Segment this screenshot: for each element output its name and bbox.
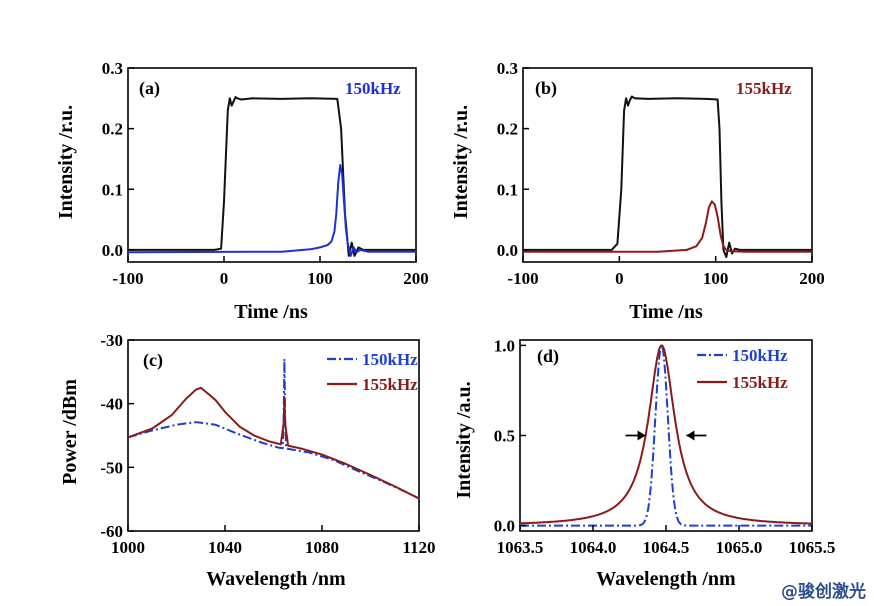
y-tick-label-b: 0.2 — [497, 120, 518, 139]
x-tick-label-c: 1080 — [305, 538, 339, 557]
y-tick-label-a: 0.2 — [102, 120, 123, 139]
x-axis-title-a: Time /ns — [234, 301, 308, 323]
panel-label-c: (c) — [143, 350, 163, 371]
y-tick-label-d: 1.0 — [494, 336, 515, 355]
rate-annotation-b: 155kHz — [736, 79, 792, 98]
series-layer-b — [523, 95, 812, 259]
x-tick-label-d: 1065.0 — [716, 538, 763, 557]
plot-frame-c — [127, 339, 420, 532]
panel-label-d: (d) — [537, 346, 559, 367]
x-axis-title-b: Time /ns — [629, 301, 703, 323]
legend-label-150khz-c: 150kHz — [362, 350, 418, 369]
y-tick-label-c: -30 — [100, 331, 123, 350]
ticks-layer-c: 1000 1040 1080 1120 -60 -50 -40 -30 — [100, 331, 435, 557]
y-tick-label-d: 0.5 — [494, 427, 515, 446]
y-axis-title-c: Power /dBm — [59, 379, 81, 485]
y-tick-label-c: -50 — [100, 458, 123, 477]
rate-annotation-a: 150kHz — [345, 79, 401, 98]
x-tick-label-a: 200 — [403, 269, 429, 288]
x-tick-label-d: 1064.5 — [643, 538, 690, 557]
y-tick-label-a: 0.3 — [102, 59, 123, 78]
y-tick-label-a: 0.0 — [102, 241, 123, 260]
panel-a: -100 0 100 200 0.0 0.1 0.2 0.3 (a) 150kHz Time … — [55, 59, 429, 323]
y-tick-label-c: -40 — [100, 395, 123, 414]
watermark: @骏创激光 — [781, 582, 866, 602]
series-line-c-155khz — [127, 386, 420, 500]
legend-c: 150kHz 155kHz — [327, 350, 418, 394]
legend-d: 150kHz 155kHz — [697, 346, 788, 392]
y-tick-label-a: 0.1 — [102, 180, 123, 199]
x-tick-label-c: 1000 — [111, 538, 145, 557]
fwhm-arrowhead-left — [637, 430, 646, 441]
ticks-layer-b: -100 0 100 200 0.0 0.1 0.2 0.3 — [497, 59, 825, 288]
x-tick-label-d: 1065.5 — [789, 538, 836, 557]
legend-label-155khz-c: 155kHz — [362, 375, 418, 394]
series-line-a-input-pulse — [128, 96, 416, 257]
series-line-d-150khz — [519, 344, 813, 527]
series-layer-c — [127, 358, 420, 500]
ticks-layer-d: 1063.5 1064.0 1064.5 1065.0 1065.5 0.0 0.5 1.0 — [494, 336, 836, 557]
fwhm-marker-d — [625, 430, 707, 441]
x-axis-title-c: Wavelength /nm — [206, 568, 346, 590]
series-line-b-155khz — [523, 200, 812, 253]
y-axis-title-d: Intensity /a.u. — [453, 381, 475, 498]
x-tick-label-b: 200 — [799, 269, 825, 288]
x-tick-label-d: 1063.5 — [497, 538, 544, 557]
x-tick-label-b: 100 — [703, 269, 729, 288]
plot-frame-d — [519, 339, 813, 532]
panel-c: 1000 1040 1080 1120 -60 -50 -40 -30 (c) 150kHz … — [59, 331, 436, 590]
ticks-layer-a: -100 0 100 200 0.0 0.1 0.2 0.3 — [102, 59, 429, 288]
x-tick-label-c: 1120 — [402, 538, 435, 557]
plot-frame-a — [127, 67, 417, 263]
series-line-b-input-pulse — [523, 95, 812, 259]
panel-b: -100 0 100 200 0.0 0.1 0.2 0.3 (b) 155kHz Time … — [450, 59, 825, 323]
series-line-d-155khz — [519, 344, 813, 525]
x-tick-label-a: 100 — [307, 269, 333, 288]
series-line-a-150khz — [127, 164, 416, 257]
series-line-c-150khz — [127, 358, 420, 500]
y-tick-label-d: 0.0 — [494, 517, 515, 536]
series-layer-d — [519, 344, 813, 527]
panel-label-a: (a) — [139, 78, 160, 99]
x-tick-label-d: 1064.0 — [570, 538, 617, 557]
y-tick-label-b: 0.3 — [497, 59, 518, 78]
x-axis-title-d: Wavelength /nm — [596, 568, 736, 590]
legend-label-150khz-d: 150kHz — [732, 346, 788, 365]
y-axis-title-a: Intensity /r.u. — [55, 105, 77, 219]
plot-frame-b — [522, 67, 813, 263]
x-tick-label-b: -100 — [507, 269, 538, 288]
y-tick-label-c: -60 — [100, 522, 123, 541]
y-axis-title-b: Intensity /r.u. — [450, 105, 472, 219]
series-layer-a — [127, 96, 416, 257]
x-tick-label-a: 0 — [220, 269, 229, 288]
x-tick-label-b: 0 — [615, 269, 624, 288]
panel-d: 1063.5 1064.0 1064.5 1065.0 1065.50.00.51.0 … — [453, 336, 835, 590]
fwhm-arrowhead-right — [686, 430, 695, 441]
legend-label-155khz-d: 155kHz — [732, 373, 788, 392]
x-tick-label-c: 1040 — [208, 538, 242, 557]
y-tick-label-b: 0.0 — [497, 241, 518, 260]
panel-label-b: (b) — [535, 78, 557, 99]
y-tick-label-b: 0.1 — [497, 180, 518, 199]
x-tick-label-a: -100 — [112, 269, 143, 288]
